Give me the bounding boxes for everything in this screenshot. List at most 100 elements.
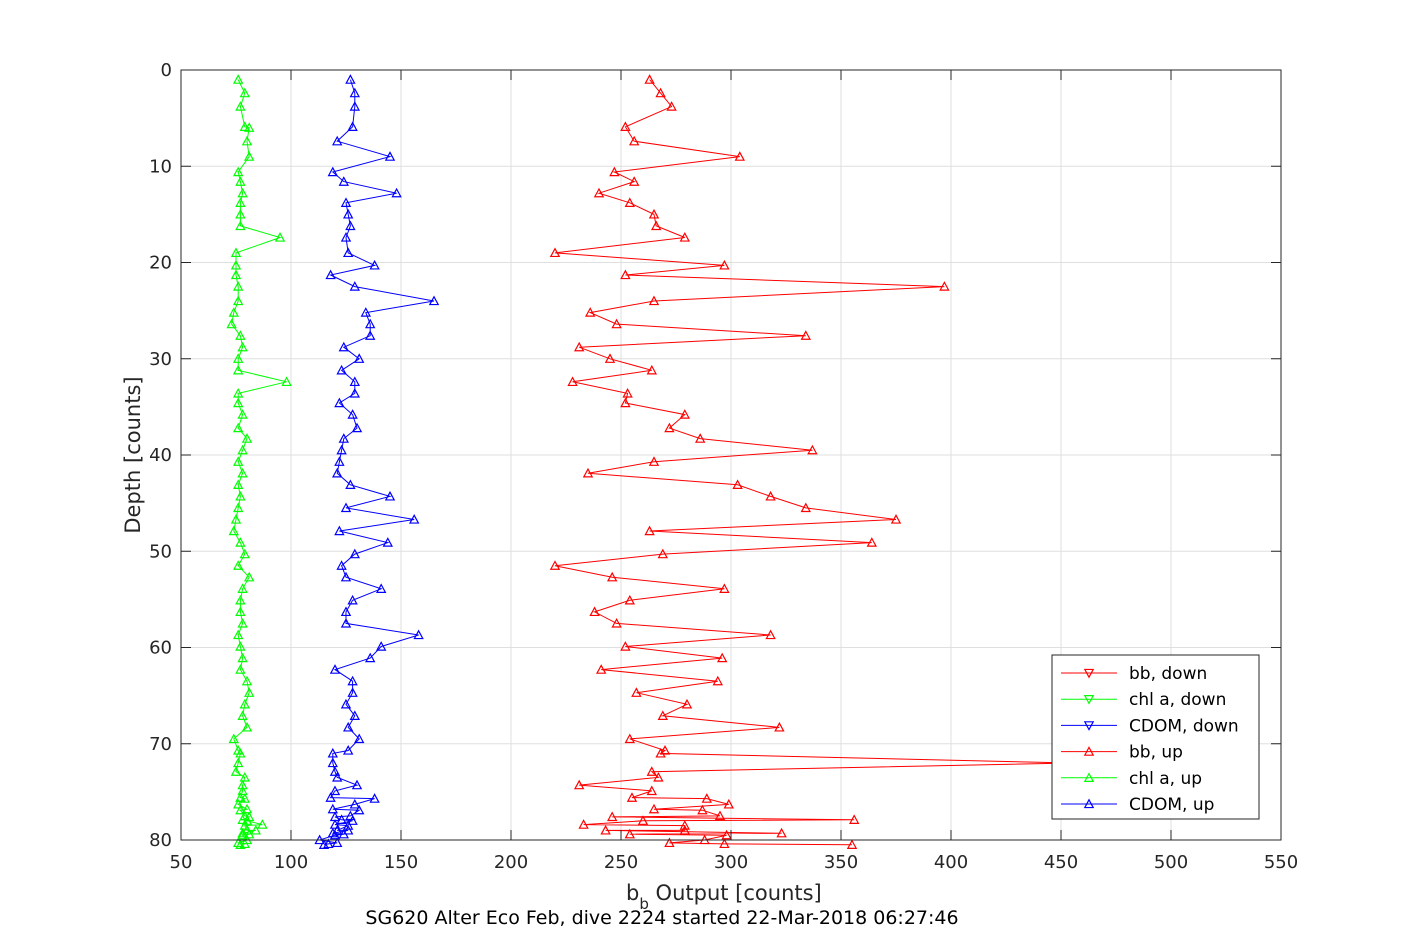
data-point xyxy=(336,444,347,455)
legend-item: chl a, down xyxy=(1061,690,1226,710)
data-point xyxy=(334,397,345,408)
data-point xyxy=(235,664,246,674)
x-tick-label: 300 xyxy=(714,852,748,873)
data-point xyxy=(628,135,640,146)
series-bb-up xyxy=(549,74,1078,849)
data-point xyxy=(681,698,693,709)
data-point xyxy=(241,135,253,146)
data-point xyxy=(329,785,341,796)
data-point xyxy=(345,74,356,84)
data-point xyxy=(848,814,860,824)
data-point xyxy=(235,490,246,501)
y-axis-label: Depth [counts] xyxy=(121,376,145,533)
y-tick-label: 60 xyxy=(149,638,172,659)
data-point xyxy=(351,779,363,790)
legend-label: CDOM, up xyxy=(1129,795,1214,815)
data-point xyxy=(644,74,655,84)
data-point xyxy=(325,269,336,280)
data-point xyxy=(734,151,746,161)
data-point xyxy=(351,422,363,433)
y-tick-label: 20 xyxy=(149,253,172,274)
data-point xyxy=(349,281,361,291)
data-point xyxy=(624,828,636,839)
data-point xyxy=(274,232,286,242)
data-point xyxy=(237,409,248,419)
data-point xyxy=(241,803,253,814)
data-point xyxy=(243,828,255,839)
data-point xyxy=(714,810,726,821)
data-point xyxy=(237,814,248,824)
data-point xyxy=(323,838,334,849)
data-point xyxy=(567,376,578,387)
data-point xyxy=(340,698,352,709)
data-point xyxy=(349,101,361,111)
data-point xyxy=(232,456,244,466)
y-tick-label: 80 xyxy=(149,830,172,851)
data-point xyxy=(600,824,611,835)
data-point xyxy=(239,771,251,782)
data-point xyxy=(349,548,361,559)
data-point xyxy=(694,433,706,443)
data-point xyxy=(232,387,244,398)
x-tick-label: 200 xyxy=(494,852,528,873)
data-point xyxy=(342,745,354,755)
data-point xyxy=(327,803,339,814)
data-point xyxy=(237,617,248,628)
data-point xyxy=(239,87,251,98)
data-point xyxy=(243,151,255,161)
data-point xyxy=(866,537,878,547)
series-chl-a-up xyxy=(226,74,292,849)
data-point xyxy=(331,771,343,782)
data-point xyxy=(232,757,244,768)
data-point xyxy=(347,687,358,697)
data-point xyxy=(232,422,244,433)
series-line xyxy=(554,79,1073,846)
data-point xyxy=(349,387,361,398)
data-point xyxy=(329,819,341,829)
data-point xyxy=(655,747,666,758)
data-point xyxy=(364,652,376,663)
data-point xyxy=(232,502,244,513)
data-point xyxy=(384,490,396,501)
data-point xyxy=(620,641,631,651)
data-point xyxy=(653,771,664,782)
x-axis-label-rest: Output [counts] xyxy=(649,881,822,905)
data-point xyxy=(679,824,691,835)
data-point xyxy=(235,176,246,186)
data-point xyxy=(428,295,440,306)
data-point xyxy=(620,269,631,280)
data-point xyxy=(349,87,361,98)
data-point xyxy=(331,135,343,146)
data-point xyxy=(338,433,350,443)
data-point xyxy=(349,376,361,387)
data-point xyxy=(232,364,244,375)
data-point xyxy=(765,490,776,501)
data-point xyxy=(776,827,787,838)
data-point xyxy=(318,839,330,849)
data-point xyxy=(232,166,244,177)
data-point xyxy=(360,307,372,317)
data-point xyxy=(384,151,396,161)
data-point xyxy=(765,629,776,640)
data-point xyxy=(721,829,732,840)
data-point xyxy=(232,837,244,848)
x-tick-label: 100 xyxy=(274,852,308,873)
data-point xyxy=(237,785,248,796)
data-point xyxy=(846,839,858,849)
data-point xyxy=(243,122,255,132)
data-point xyxy=(589,606,600,617)
data-point xyxy=(719,583,730,593)
data-point xyxy=(800,330,812,340)
data-point xyxy=(235,747,246,758)
data-point xyxy=(250,824,262,835)
legend-marker xyxy=(1083,668,1095,679)
data-point xyxy=(235,641,246,651)
data-point xyxy=(235,792,246,802)
data-point xyxy=(679,820,691,830)
caption: SG620 Alter Eco Feb, dive 2224 started 2… xyxy=(365,907,958,929)
data-point xyxy=(573,779,585,790)
x-tick-label: 400 xyxy=(934,852,968,873)
data-point xyxy=(716,652,728,663)
data-point xyxy=(226,318,237,329)
